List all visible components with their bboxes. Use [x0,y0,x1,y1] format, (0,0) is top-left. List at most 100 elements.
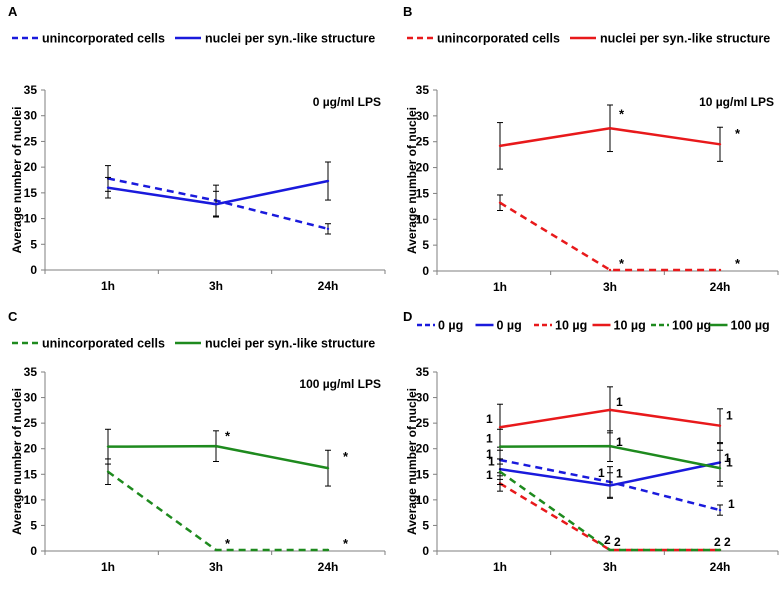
y-tick-label: 0 [30,544,37,558]
legend-label: 10 µg [555,319,587,333]
x-tick-label: 1h [493,560,507,574]
point-annotation: 1 [726,456,733,470]
data-point [608,484,612,487]
y-axis-label: Average number of nuclei [10,388,24,535]
series-line [107,444,329,470]
x-tick-label: 1h [493,280,507,294]
point-annotation: 1 [486,412,493,426]
y-tick-label: 20 [416,161,430,175]
data-point [326,548,330,552]
x-tick-label: 24h [318,560,339,574]
y-axis-label: Average number of nuclei [405,107,419,254]
y-tick-label: 5 [30,237,37,251]
condition-label: 10 µg/ml LPS [699,95,774,109]
point-annotation: 1 [616,467,623,481]
significance-star: * [343,449,349,464]
y-tick-label: 20 [416,442,430,456]
data-point [326,179,330,183]
legend-label: unincorporated cells [42,337,165,351]
y-tick-label: 0 [422,544,429,558]
y-tick-label: 20 [24,442,38,456]
panel-letter: A [8,4,18,19]
y-tick-label: 15 [416,186,430,200]
panel-letter: D [403,309,412,324]
y-tick-label: 20 [24,160,38,174]
data-point [326,466,330,470]
data-point [718,424,722,427]
y-tick-label: 10 [24,212,38,226]
series-line [107,470,328,552]
data-point [498,144,502,148]
y-tick-label: 30 [24,391,38,405]
y-tick-label: 30 [24,109,38,123]
significance-star: * [619,256,625,271]
legend-label: 0 µg [438,319,463,333]
legend-label: unincorporated cells [42,32,165,46]
data-point [214,548,218,552]
data-point [718,466,722,470]
series-line [499,201,720,272]
y-axis-label: Average number of nuclei [405,388,419,535]
condition-label: 0 µg/ml LPS [313,95,381,109]
point-annotation: 2 [604,533,611,547]
y-tick-label: 10 [416,212,430,226]
x-tick-label: 24h [710,560,731,574]
point-annotation: 1 [486,432,493,446]
data-point [718,508,722,512]
significance-star: * [225,428,231,443]
y-tick-label: 5 [422,238,429,252]
legend-label: 10 µg [614,319,646,333]
legend-label: 0 µg [497,319,522,333]
data-point [718,548,722,552]
point-annotation: 1 [616,435,623,449]
point-annotation: 1 [616,395,623,409]
panel-letter: B [403,4,412,19]
point-annotation: 1 [728,497,735,511]
data-point [608,127,612,130]
significance-star: * [619,107,625,122]
point-annotation: 1 [486,468,493,482]
y-tick-label: 0 [422,264,429,278]
legend-label: nuclei per syn.-like structure [600,32,770,46]
data-point [498,470,502,473]
significance-star: * [735,256,741,271]
y-tick-label: 15 [416,467,430,481]
y-tick-label: 10 [416,493,430,507]
data-point [106,445,110,448]
y-axis-label: Average number of nuclei [10,107,24,254]
point-annotation: 2 [714,535,721,549]
y-tick-label: 15 [24,467,38,481]
panel-letter: C [8,309,18,324]
data-point [106,186,110,189]
y-tick-label: 30 [416,109,430,123]
y-tick-label: 25 [24,134,38,148]
condition-label: 100 µg/ml LPS [299,377,381,391]
legend-label: 100 µg [672,319,711,333]
significance-star: * [343,536,349,551]
data-point [608,408,612,412]
y-tick-label: 35 [416,83,430,97]
significance-star: * [735,126,741,141]
significance-star: * [225,536,231,551]
data-point [608,268,612,272]
x-tick-label: 3h [209,279,223,293]
y-tick-label: 25 [416,135,430,149]
data-point [498,445,502,448]
x-tick-label: 3h [603,280,617,294]
data-point [498,201,502,204]
legend-label: 100 µg [731,319,770,333]
data-point [214,202,218,206]
y-tick-label: 5 [422,518,429,532]
y-tick-label: 0 [30,263,37,277]
x-tick-label: 1h [101,279,115,293]
data-point [498,426,502,429]
x-tick-label: 3h [603,560,617,574]
y-tick-label: 35 [416,365,430,379]
y-tick-label: 25 [416,416,430,430]
legend-label: unincorporated cells [437,32,560,46]
point-annotation: 1 [598,466,605,480]
point-annotation: 1 [488,455,495,469]
data-point [718,268,722,272]
